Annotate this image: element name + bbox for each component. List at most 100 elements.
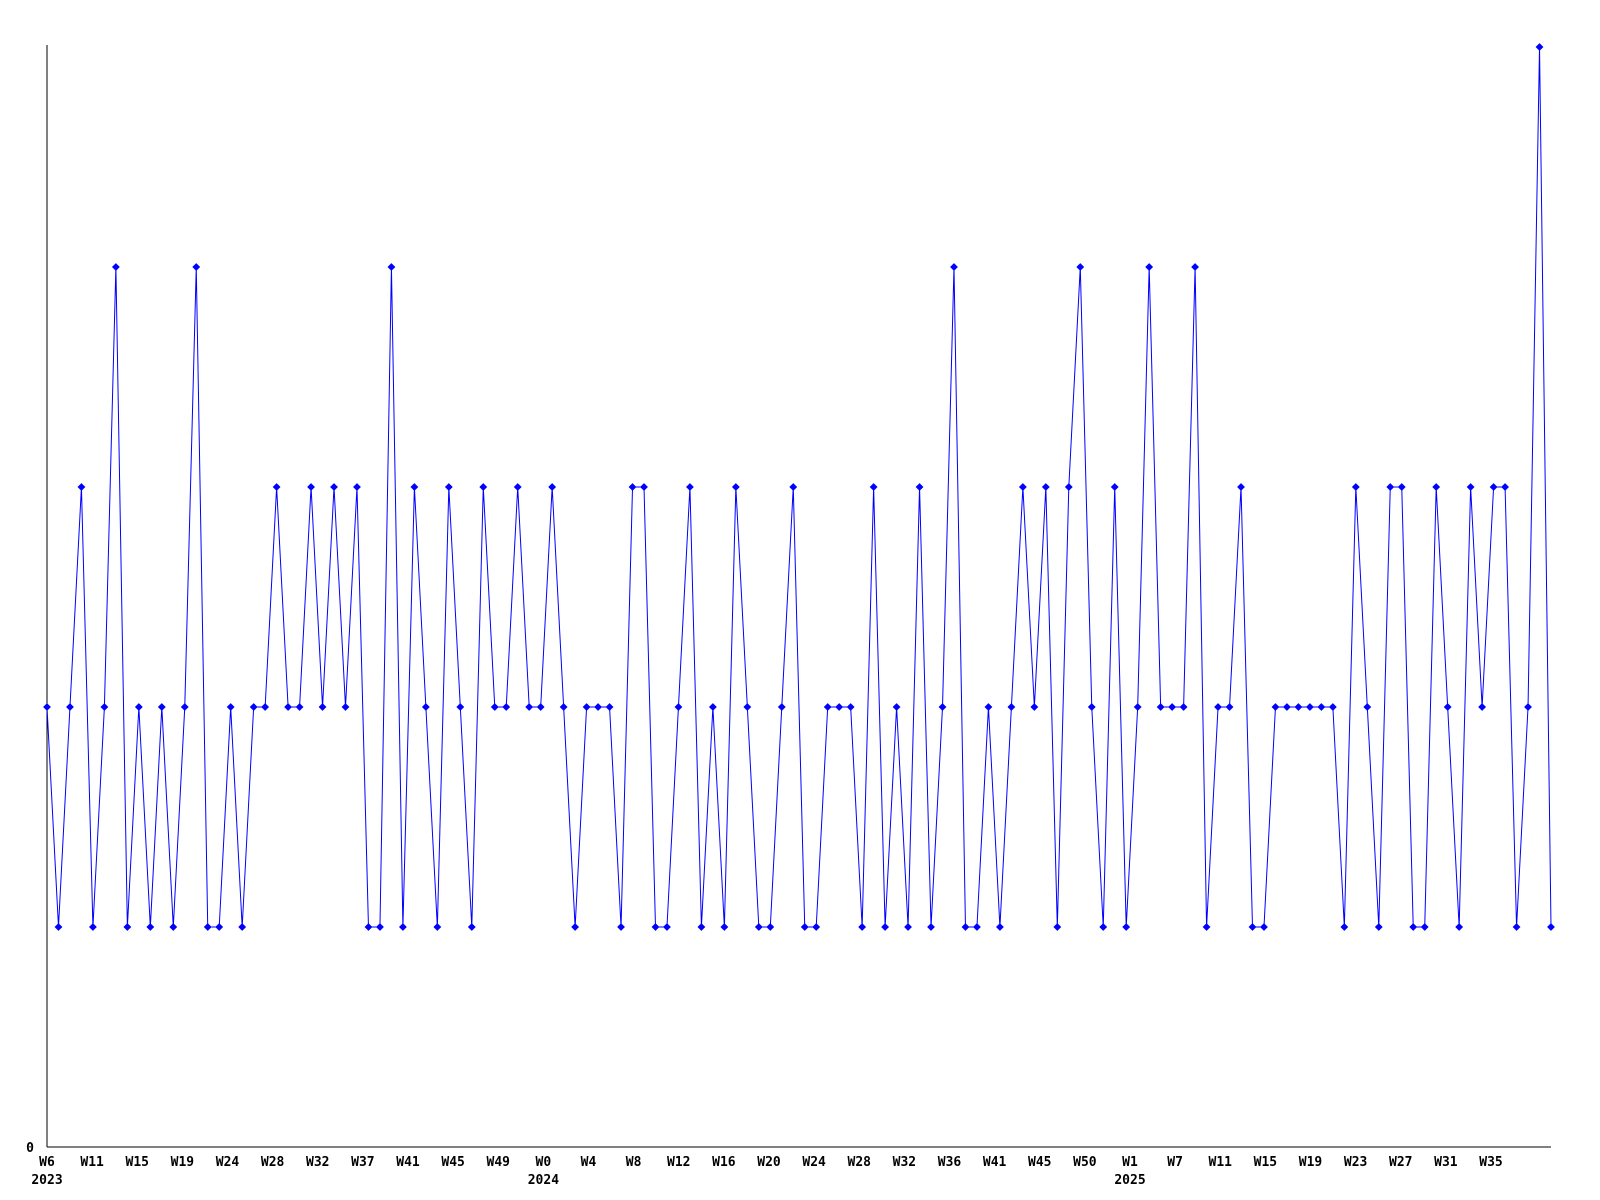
data-point-marker: [1501, 483, 1509, 491]
data-point-marker: [330, 483, 338, 491]
data-point-marker: [754, 923, 763, 931]
x-tick-label: W49: [487, 1155, 510, 1170]
data-point-marker: [582, 703, 591, 711]
x-tick-label: W11: [1209, 1155, 1233, 1170]
data-point-marker: [456, 703, 465, 711]
data-point-marker: [1524, 703, 1532, 711]
data-point-marker: [318, 703, 327, 711]
data-point-marker: [904, 923, 912, 931]
x-tick-label: W36: [938, 1155, 962, 1170]
data-point-marker: [467, 923, 476, 931]
x-tick-label: W19: [1299, 1155, 1322, 1170]
data-point-marker: [766, 923, 775, 931]
data-point-marker: [892, 703, 901, 711]
data-point-marker: [238, 923, 247, 931]
data-point-marker: [272, 483, 281, 491]
data-point-marker: [674, 703, 683, 711]
data-point-marker: [858, 923, 867, 931]
data-point-marker: [490, 703, 499, 711]
data-point-marker: [157, 703, 166, 711]
data-point-marker: [1443, 703, 1452, 711]
data-point-marker: [123, 923, 132, 931]
data-point-marker: [789, 483, 798, 491]
data-point-marker: [1328, 703, 1337, 711]
data-point-marker: [1237, 483, 1245, 491]
data-point-marker: [353, 483, 361, 491]
data-point-marker: [295, 703, 304, 711]
x-tick-label: W27: [1389, 1155, 1412, 1170]
data-point-marker: [686, 483, 694, 491]
data-point-marker: [973, 923, 981, 931]
year-label: 2024: [528, 1173, 559, 1188]
data-point-marker: [1535, 43, 1544, 51]
data-point-marker: [1053, 923, 1062, 931]
x-tick-label: W37: [351, 1155, 374, 1170]
data-point-marker: [1099, 923, 1108, 931]
data-point-marker: [192, 263, 201, 271]
x-tick-label: W45: [1028, 1155, 1051, 1170]
data-point-marker: [421, 703, 430, 711]
data-point-marker: [1294, 703, 1303, 711]
x-tick-label: W50: [1073, 1155, 1097, 1170]
data-point-marker: [651, 923, 660, 931]
data-point-marker: [66, 703, 74, 711]
data-point-marker: [996, 923, 1004, 931]
year-label: 2023: [31, 1173, 62, 1188]
data-point-marker: [1340, 923, 1349, 931]
data-point-marker: [881, 923, 890, 931]
data-point-marker: [548, 483, 557, 491]
data-point-marker: [77, 483, 86, 491]
data-point-marker: [261, 703, 270, 711]
data-point-marker: [1087, 703, 1096, 711]
data-point-marker: [1030, 703, 1039, 711]
data-point-marker: [869, 483, 878, 491]
data-point-marker: [215, 923, 224, 931]
data-point-marker: [1283, 703, 1291, 711]
data-point-marker: [1455, 923, 1464, 931]
x-tick-label: W0: [536, 1155, 552, 1170]
data-point-marker: [1133, 703, 1142, 711]
x-tick-label: W28: [261, 1155, 285, 1170]
data-point-marker: [1466, 483, 1475, 491]
x-tick-label: W32: [893, 1155, 916, 1170]
data-point-marker: [605, 703, 614, 711]
data-point-marker: [731, 483, 740, 491]
data-point-marker: [1409, 923, 1418, 931]
data-point-marker: [134, 703, 143, 711]
data-point-marker: [513, 483, 522, 491]
data-point-marker: [1363, 703, 1372, 711]
data-point-marker: [1191, 263, 1199, 271]
data-point-marker: [364, 923, 373, 931]
data-point-marker: [950, 263, 958, 271]
x-tick-label: W35: [1479, 1155, 1502, 1170]
data-point-marker: [203, 923, 212, 931]
data-point-marker: [376, 923, 384, 931]
data-point-marker: [1547, 923, 1555, 931]
x-tick-label: W28: [848, 1155, 872, 1170]
x-tick-label: W8: [626, 1155, 642, 1170]
x-tick-label: W7: [1167, 1155, 1183, 1170]
data-point-marker: [284, 703, 293, 711]
x-tick-label: W4: [581, 1155, 597, 1170]
data-point-marker: [1489, 483, 1498, 491]
data-point-marker: [823, 703, 832, 711]
x-tick-label: W16: [712, 1155, 736, 1170]
x-tick-label: W19: [171, 1155, 194, 1170]
data-point-marker: [341, 703, 350, 711]
x-tick-label: W45: [441, 1155, 464, 1170]
data-point-marker: [1007, 703, 1016, 711]
data-point-marker: [594, 703, 602, 711]
data-point-marker: [1351, 483, 1360, 491]
year-label: 2025: [1114, 1173, 1145, 1188]
data-point-marker: [961, 923, 970, 931]
data-point-marker: [433, 923, 442, 931]
data-point-marker: [1110, 483, 1119, 491]
data-point-marker: [743, 703, 752, 711]
data-point-marker: [1305, 703, 1314, 711]
data-series-line: [46, 46, 1552, 928]
data-point-marker: [1145, 263, 1154, 271]
data-point-marker: [479, 483, 488, 491]
data-point-marker: [777, 703, 786, 711]
